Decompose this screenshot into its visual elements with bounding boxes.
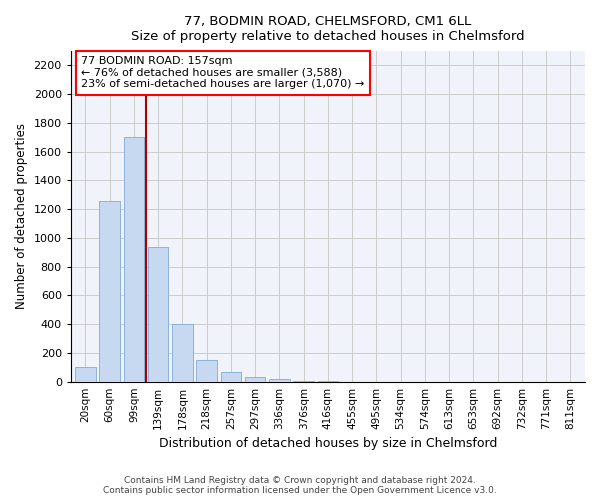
Text: Contains HM Land Registry data © Crown copyright and database right 2024.
Contai: Contains HM Land Registry data © Crown c… <box>103 476 497 495</box>
Bar <box>221 372 241 382</box>
Text: 77 BODMIN ROAD: 157sqm
← 76% of detached houses are smaller (3,588)
23% of semi-: 77 BODMIN ROAD: 157sqm ← 76% of detached… <box>81 56 364 90</box>
Bar <box>148 246 169 382</box>
Title: 77, BODMIN ROAD, CHELMSFORD, CM1 6LL
Size of property relative to detached house: 77, BODMIN ROAD, CHELMSFORD, CM1 6LL Siz… <box>131 15 525 43</box>
Bar <box>124 138 144 382</box>
Bar <box>100 200 120 382</box>
Bar <box>269 379 290 382</box>
Bar <box>196 360 217 382</box>
Bar <box>245 376 265 382</box>
Bar <box>293 381 314 382</box>
X-axis label: Distribution of detached houses by size in Chelmsford: Distribution of detached houses by size … <box>159 437 497 450</box>
Bar <box>172 324 193 382</box>
Y-axis label: Number of detached properties: Number of detached properties <box>15 124 28 310</box>
Bar <box>75 368 95 382</box>
